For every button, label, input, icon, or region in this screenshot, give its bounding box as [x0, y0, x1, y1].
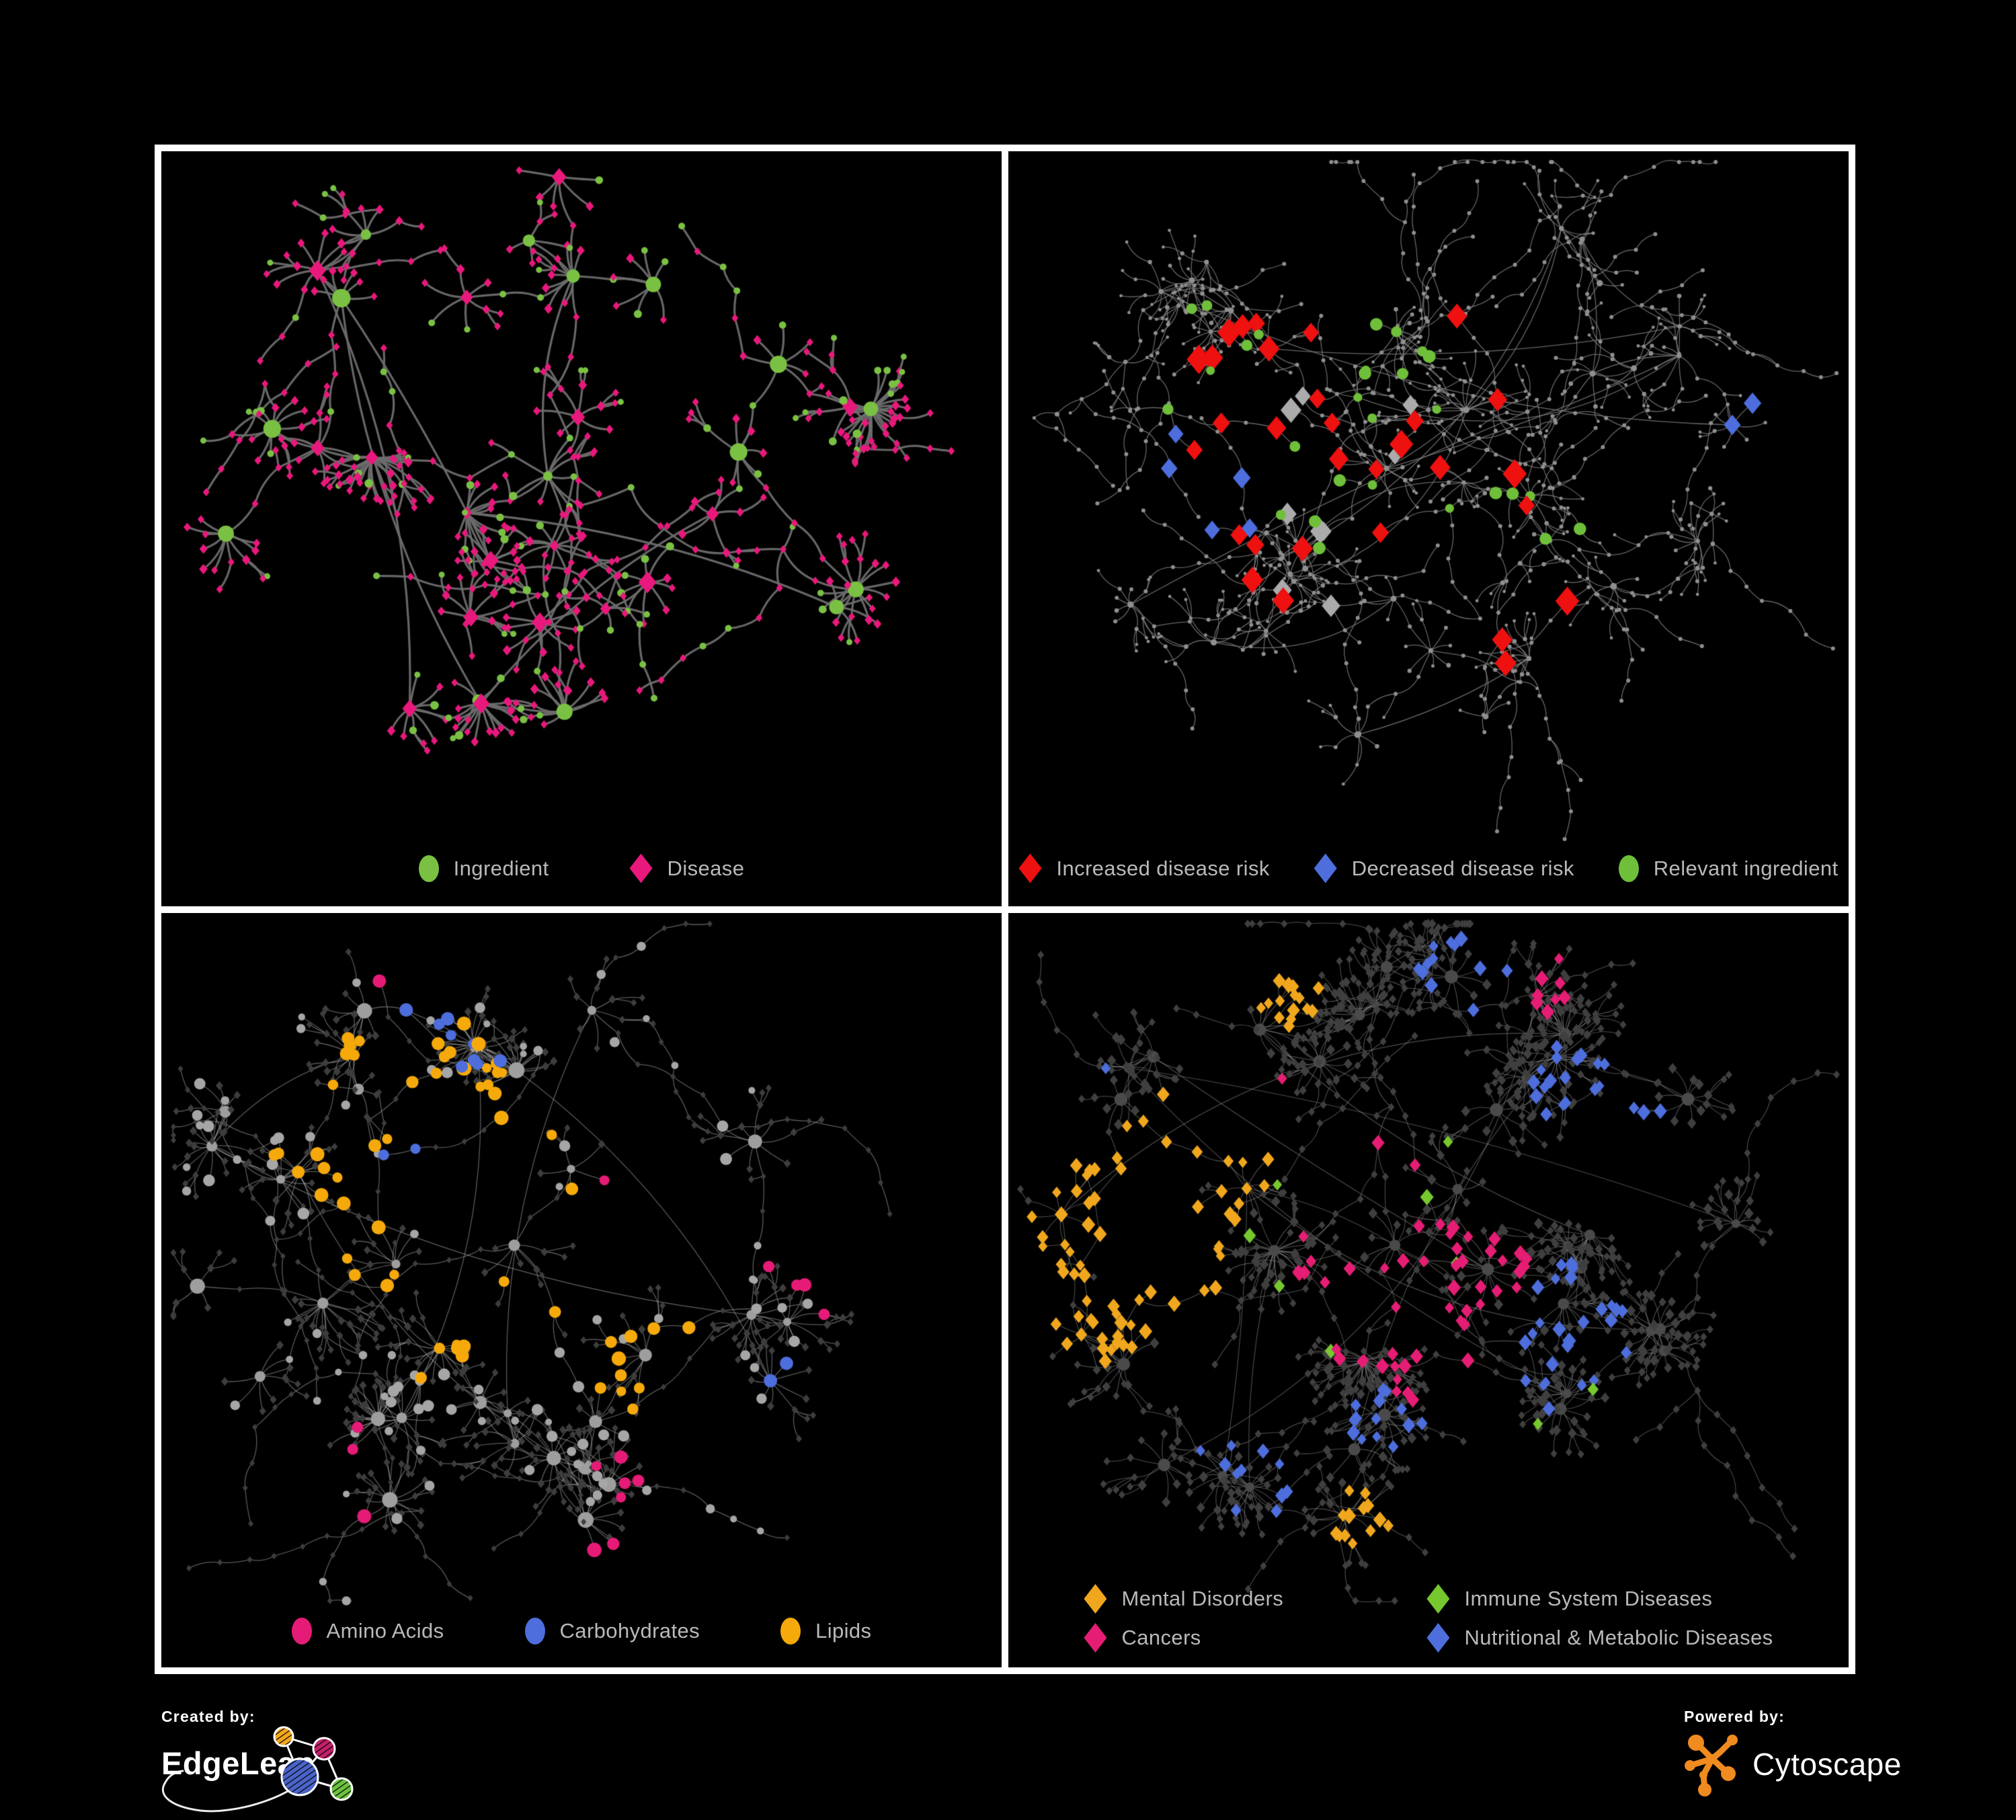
panel-nutrient-classes: Amino Acids Carbohydrates Lipids — [161, 912, 1002, 1667]
legend-disease-risk: Increased disease risk Decreased disease … — [1008, 853, 1849, 883]
panel-ingredient-disease: Ingredient Disease — [161, 151, 1002, 906]
panel-disease-classes: Mental Disorders Immune System Diseases Ca… — [1008, 912, 1849, 1667]
legend-marker-diamond — [1084, 1623, 1107, 1653]
network-canvas-disease-classes — [1008, 912, 1849, 1667]
legend-marker-circle — [780, 1618, 801, 1645]
legend-marker-diamond — [1084, 1584, 1107, 1614]
legend-label: Nutritional & Metabolic Diseases — [1464, 1626, 1773, 1649]
legend-label: Increased disease risk — [1056, 856, 1270, 880]
cytoscape-branding: Powered by: — [1684, 1708, 1993, 1797]
legend-item: Lipids — [780, 1618, 871, 1645]
legend-item: Carbohydrates — [524, 1618, 700, 1645]
figure-grid: Ingredient Disease Increased disease risk… — [155, 145, 1855, 1674]
legend-label: Mental Disorders — [1121, 1587, 1284, 1610]
legend-label: Cancers — [1121, 1626, 1201, 1649]
legend-item: Increased disease risk — [1018, 853, 1270, 883]
legend-marker-diamond — [1018, 853, 1042, 883]
legend-label: Relevant ingredient — [1653, 856, 1839, 880]
legend-item: Decreased disease risk — [1314, 853, 1574, 883]
edgeleap-swoosh-graphic — [161, 1769, 313, 1813]
legend-item: Ingredient — [418, 855, 549, 882]
legend-marker-diamond — [629, 853, 653, 883]
legend-marker-circle — [524, 1618, 545, 1645]
legend-marker-diamond — [1426, 1584, 1450, 1614]
legend-marker-diamond — [1426, 1623, 1450, 1653]
legend-label: Carbohydrates — [559, 1619, 700, 1643]
legend-marker-circle — [418, 855, 439, 882]
legend-nutrient-classes: Amino Acids Carbohydrates Lipids — [161, 1618, 1002, 1645]
panel-disease-risk: Increased disease risk Decreased disease … — [1008, 151, 1849, 906]
edgeleap-logo: EdgeLeap — [161, 1726, 471, 1813]
legend-label: Lipids — [815, 1619, 872, 1643]
legend-item: Relevant ingredient — [1618, 855, 1839, 882]
legend-item: Amino Acids — [291, 1618, 444, 1645]
network-canvas-ingredient-disease — [161, 151, 1002, 906]
created-by-label: Created by: — [161, 1708, 255, 1725]
legend-item: Disease — [629, 853, 745, 883]
cytoscape-logo-text: Cytoscape — [1752, 1747, 1902, 1782]
legend-item: Mental Disorders — [1084, 1584, 1283, 1614]
legend-marker-circle — [1618, 855, 1639, 882]
legend-item: Nutritional & Metabolic Diseases — [1426, 1623, 1773, 1653]
edgeleap-network-graphic — [273, 1726, 354, 1801]
edgeleap-branding: Created by: EdgeLeap — [161, 1708, 471, 1813]
legend-marker-diamond — [1314, 853, 1337, 883]
network-canvas-nutrient-classes — [161, 912, 1002, 1667]
legend-item: Immune System Diseases — [1426, 1584, 1712, 1614]
legend-label: Immune System Diseases — [1464, 1587, 1713, 1610]
legend-disease-classes: Mental Disorders Immune System Diseases Ca… — [1008, 1584, 1849, 1653]
legend-label: Decreased disease risk — [1351, 856, 1574, 880]
legend-item: Cancers — [1084, 1623, 1201, 1653]
legend-ingredient-disease: Ingredient Disease — [161, 853, 1002, 883]
powered-by-label: Powered by: — [1684, 1708, 1785, 1725]
legend-label: Disease — [667, 856, 745, 880]
legend-marker-circle — [291, 1618, 312, 1645]
legend-label: Amino Acids — [326, 1619, 444, 1643]
legend-label: Ingredient — [453, 856, 549, 880]
network-canvas-disease-risk — [1008, 151, 1849, 906]
cytoscape-logo-icon — [1685, 1735, 1738, 1796]
